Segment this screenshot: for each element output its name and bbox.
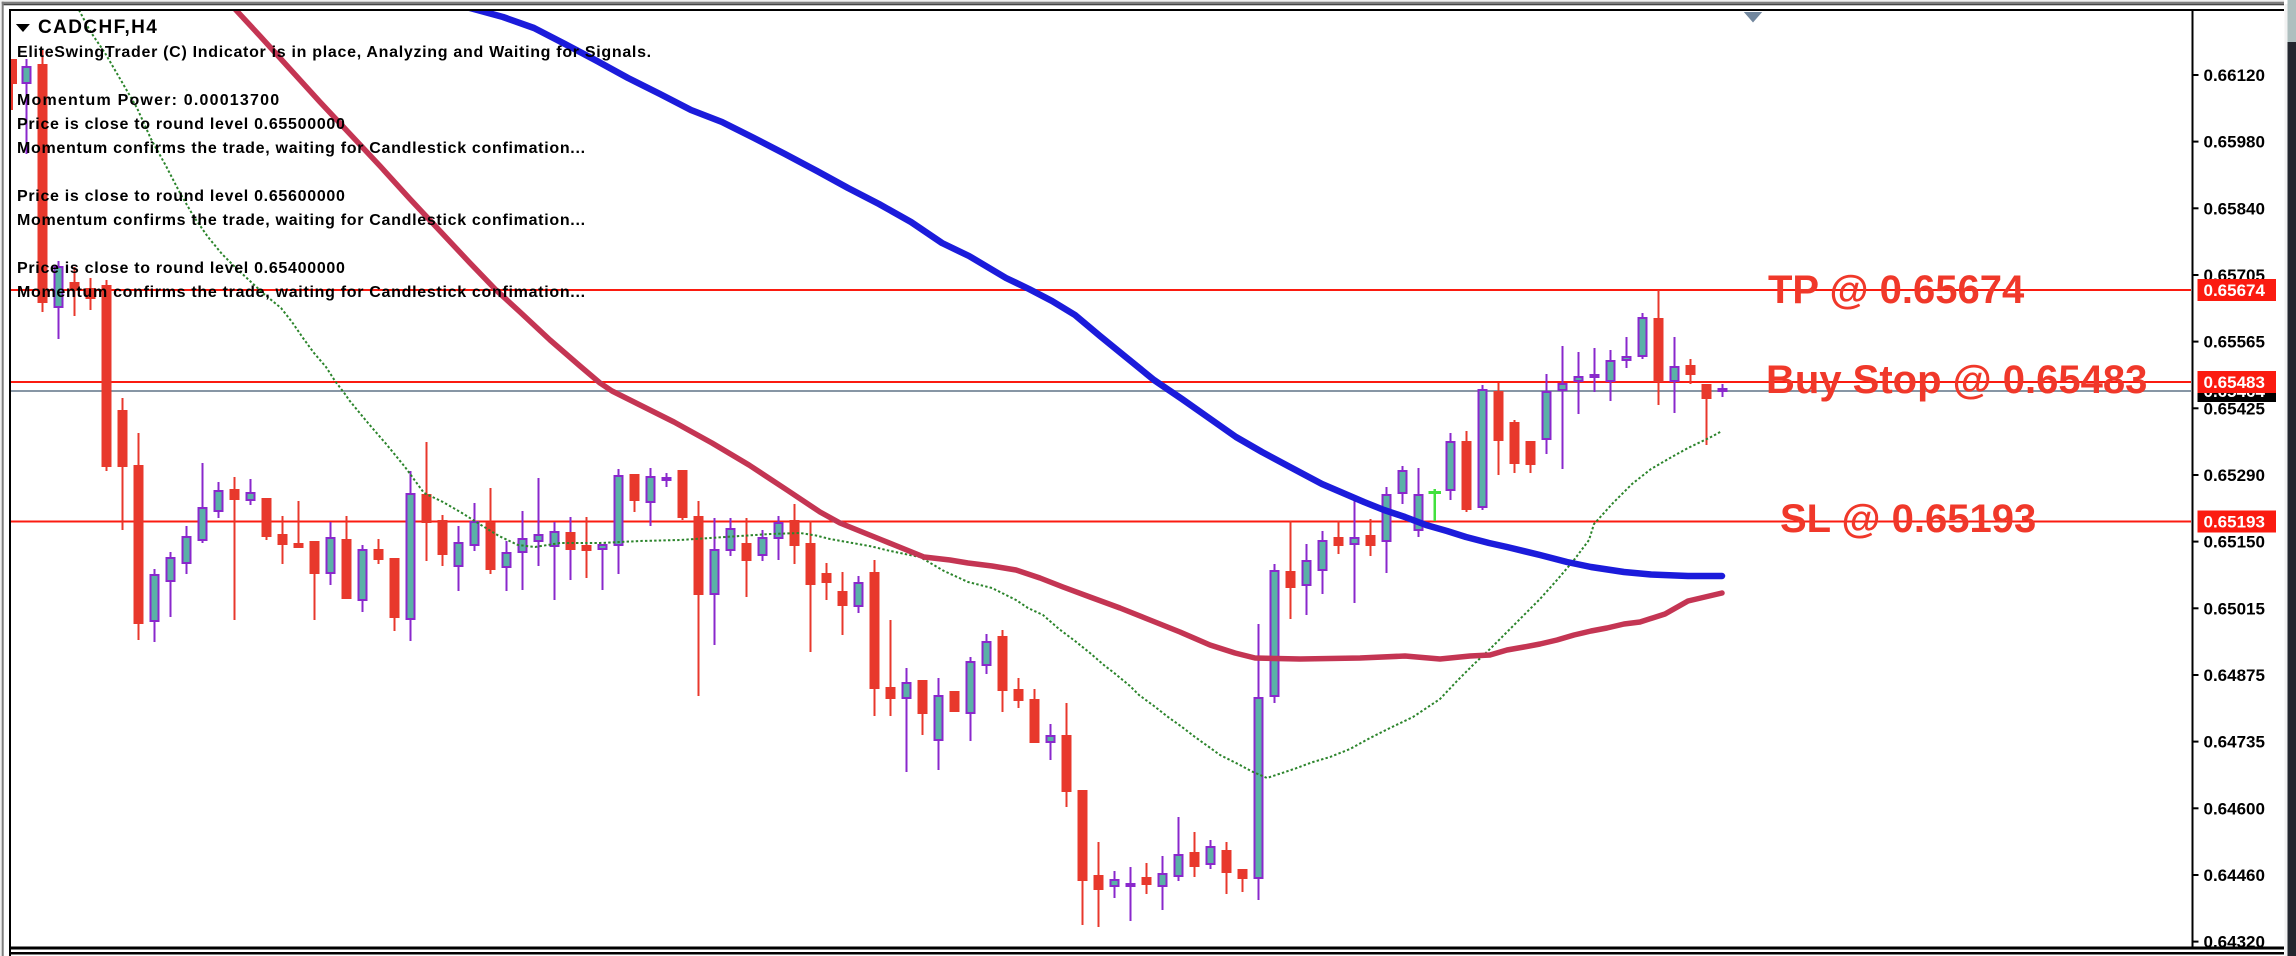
- svg-text:Momentum confirms the trade, w: Momentum confirms the trade, waiting for…: [17, 284, 586, 301]
- svg-text:0.65840: 0.65840: [2204, 199, 2265, 218]
- svg-text:0.65193: 0.65193: [2204, 513, 2265, 532]
- svg-text:0.64875: 0.64875: [2204, 666, 2265, 685]
- svg-text:0.64320: 0.64320: [2204, 933, 2265, 952]
- svg-text:0.66120: 0.66120: [2204, 66, 2265, 85]
- svg-text:EliteSwingTrader (C) Indicator: EliteSwingTrader (C) Indicator is in pla…: [17, 44, 652, 61]
- svg-text:Price is close to round level: Price is close to round level 0.65600000: [17, 188, 346, 205]
- svg-text:0.65674: 0.65674: [2204, 281, 2266, 300]
- svg-text:0.65015: 0.65015: [2204, 599, 2265, 618]
- svg-text:SL @ 0.65193: SL @ 0.65193: [1780, 497, 2036, 541]
- svg-text:Buy Stop @ 0.65483: Buy Stop @ 0.65483: [1766, 358, 2147, 402]
- svg-text:Price is close to round level: Price is close to round level 0.65400000: [17, 260, 346, 277]
- svg-text:CADCHF,H4: CADCHF,H4: [38, 17, 158, 38]
- svg-text:0.65980: 0.65980: [2204, 133, 2265, 152]
- svg-text:0.64600: 0.64600: [2204, 799, 2265, 818]
- svg-text:0.65425: 0.65425: [2204, 399, 2265, 418]
- svg-text:Momentum confirms the trade, w: Momentum confirms the trade, waiting for…: [17, 140, 586, 157]
- svg-text:0.65565: 0.65565: [2204, 333, 2265, 352]
- svg-text:Price is close to round level: Price is close to round level 0.65500000: [17, 116, 346, 133]
- svg-text:0.64460: 0.64460: [2204, 866, 2265, 885]
- svg-text:0.65290: 0.65290: [2204, 466, 2265, 485]
- svg-text:Momentum Power: 0.00013700: Momentum Power: 0.00013700: [17, 92, 280, 109]
- svg-text:0.65483: 0.65483: [2204, 373, 2265, 392]
- svg-text:0.64735: 0.64735: [2204, 733, 2265, 752]
- svg-text:Momentum confirms the trade, w: Momentum confirms the trade, waiting for…: [17, 212, 586, 229]
- svg-text:0.65150: 0.65150: [2204, 533, 2265, 552]
- svg-text:TP @ 0.65674: TP @ 0.65674: [1768, 268, 2025, 312]
